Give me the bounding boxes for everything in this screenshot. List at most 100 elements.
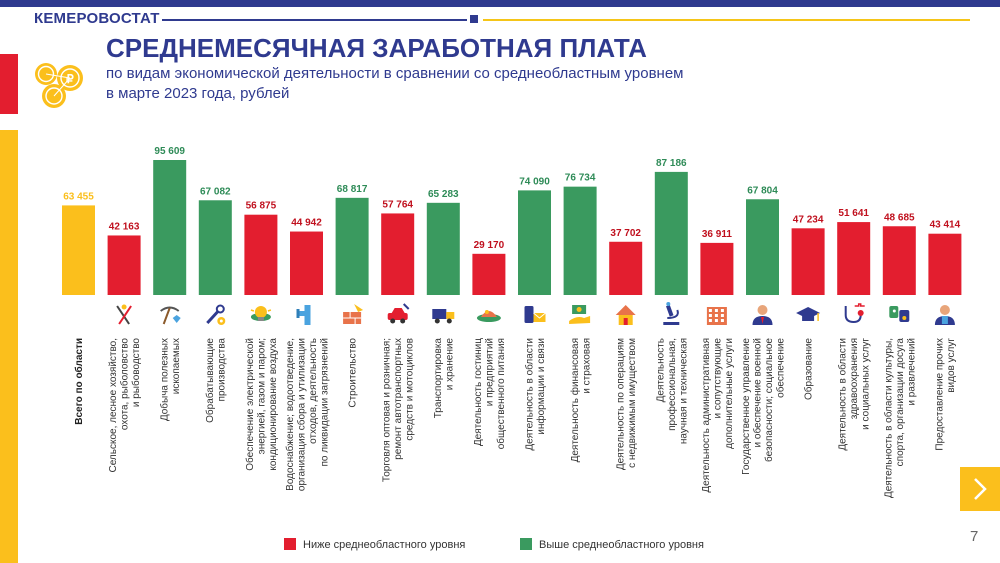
category-label-line: Деятельность административная: [701, 338, 712, 493]
bar-17: [837, 222, 871, 295]
page-title: СРЕДНЕМЕСЯЧНАЯ ЗАРАБОТНАЯ ПЛАТА: [106, 33, 647, 63]
category-label-line: средств и мотоциклов: [405, 338, 416, 441]
value-label-0: 63 455: [63, 191, 94, 202]
value-label-2: 95 609: [154, 146, 185, 157]
bar-18: [882, 226, 916, 295]
category-label-line: с недвижимым имуществом: [627, 338, 638, 468]
value-label-3: 67 082: [200, 186, 231, 197]
truck-icon: [432, 309, 455, 324]
brick-wall-icon: [343, 304, 364, 324]
category-label-line: здравоохранения: [849, 338, 860, 419]
legend-swatch-below: [284, 538, 296, 550]
value-label-5: 44 942: [291, 218, 322, 229]
value-label-1: 42 163: [109, 221, 140, 232]
bar-15: [746, 199, 779, 295]
category-label-line: Транспортировка: [433, 338, 444, 419]
bar-19: [928, 233, 962, 295]
header-rule-right: [483, 19, 970, 21]
stethoscope-icon: [844, 303, 865, 324]
category-label-line: Торговля оптовая и розничная;: [382, 338, 393, 482]
category-label-line: безопасности; социальное: [763, 338, 775, 462]
top-bar: [0, 0, 1000, 7]
category-label-3: Обрабатывающиепроизводства: [204, 338, 228, 423]
page-subtitle: по видам экономической деятельности в ср…: [106, 64, 683, 104]
value-label-12: 37 702: [610, 228, 641, 239]
value-label-11: 76 734: [565, 173, 596, 184]
value-label-13: 87 186: [656, 158, 687, 169]
value-label-6: 68 817: [337, 184, 368, 195]
category-label-line: Деятельность в области: [523, 338, 535, 451]
category-label-line: обеспечение: [774, 338, 786, 398]
category-label-line: Сельское, лесное хозяйство,: [108, 338, 119, 473]
wrench-gear-icon: [206, 304, 226, 325]
bar-10: [518, 190, 551, 295]
legend-label-below: Ниже среднеобластного уровня: [303, 539, 466, 551]
category-label-line: спорта, организации досуга: [895, 338, 906, 467]
water-pipe-icon: [296, 305, 311, 325]
service-person-icon: [934, 305, 955, 325]
microscope-icon: [663, 302, 680, 325]
coins-icon: ₽: [35, 63, 83, 108]
bar-12: [609, 241, 643, 295]
category-label-14: Деятельность административнаяи сопутству…: [701, 338, 735, 493]
legend-swatch-above: [520, 538, 532, 550]
category-label-line: и обеспечение военной: [751, 338, 763, 447]
value-label-16: 47 234: [793, 214, 824, 225]
category-label-line: производства: [217, 338, 228, 402]
category-label-line: и рыбоводство: [130, 338, 142, 408]
category-label-line: отходов, деятельность: [308, 338, 319, 444]
category-label-line: Деятельность гостиниц: [473, 338, 484, 446]
bar-7: [381, 213, 415, 295]
value-label-8: 65 283: [428, 189, 459, 200]
category-label-line: и сопутствующие: [712, 338, 723, 419]
bar-2: [153, 160, 187, 295]
category-label-15: Государственное управлениеи обеспечение …: [741, 338, 787, 475]
category-label-line: и предприятий: [484, 338, 495, 406]
category-label-9: Деятельность гостиници предприятийобщест…: [473, 338, 507, 450]
pickaxe-diamond-icon: [160, 306, 181, 325]
bar-9: [472, 253, 506, 295]
value-label-9: 29 170: [474, 240, 505, 251]
category-label-line: профессиональная,: [666, 338, 678, 431]
legend-item-below: Ниже среднеобластного уровня: [284, 538, 465, 551]
value-label-7: 57 764: [382, 199, 413, 210]
graduation-cap-icon: [796, 307, 821, 321]
category-label-line: научная и техническая: [678, 338, 689, 444]
category-label-8: Транспортировкаи хранение: [433, 338, 456, 419]
category-label-line: и страховая: [581, 338, 592, 394]
house-icon: [615, 305, 636, 325]
category-label-2: Добыча полезныхископаемых: [158, 338, 182, 421]
theater-icon: [889, 306, 910, 322]
category-label-line: Государственное управление: [741, 338, 752, 475]
category-label-line: Добыча полезных: [158, 338, 170, 421]
page-number: 7: [970, 528, 979, 545]
lightbulb-icon: [250, 306, 272, 321]
category-label-line: Деятельность финансовая: [569, 338, 581, 462]
category-label-12: Деятельность по операциямс недвижимым им…: [615, 338, 638, 470]
value-label-4: 56 875: [246, 201, 277, 212]
category-label-line: Обеспечение электрической: [244, 338, 256, 471]
category-label-line: кондиционирование воздуха: [268, 338, 279, 471]
category-label-10: Деятельность в областиинформации и связи: [523, 338, 547, 451]
legend-label-above: Выше среднеобластного уровня: [539, 539, 704, 551]
bar-14: [700, 242, 734, 295]
car-repair-icon: [387, 303, 410, 324]
food-plate-icon: [476, 310, 501, 322]
bars-group: [62, 160, 962, 295]
bar-11: [563, 186, 597, 295]
category-label-line: Деятельность в области культуры,: [882, 338, 894, 498]
category-label-line: и хранение: [445, 338, 456, 391]
money-hand-icon: [569, 305, 591, 324]
category-label-line: общественного питания: [495, 338, 507, 449]
category-label-0: Всего по области: [73, 338, 85, 425]
bar-8: [426, 202, 460, 295]
value-label-18: 48 685: [884, 212, 915, 223]
bar-16: [791, 228, 825, 295]
bar-1: [107, 235, 141, 295]
bar-5: [290, 231, 323, 295]
category-label-line: ископаемых: [171, 338, 182, 394]
next-slide-button[interactable]: [960, 467, 1000, 511]
office-building-icon: [706, 307, 727, 325]
category-label-7: Торговля оптовая и розничная;ремонт авто…: [382, 338, 416, 482]
